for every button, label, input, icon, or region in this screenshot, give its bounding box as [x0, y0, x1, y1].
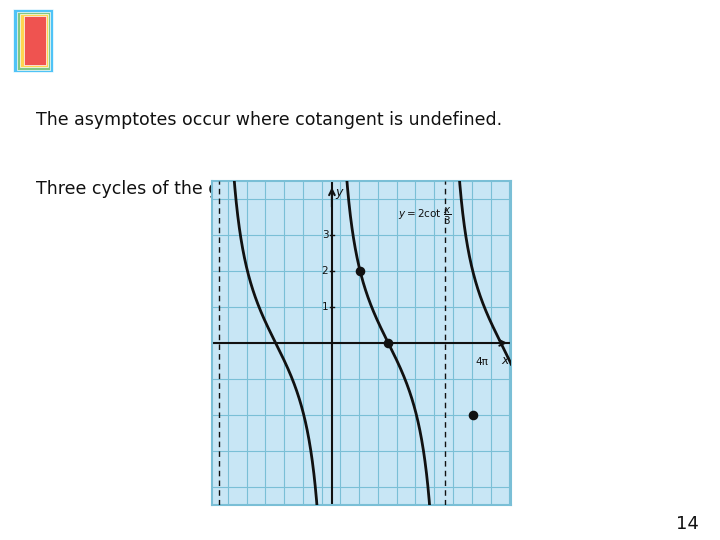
Text: y: y [335, 186, 342, 199]
Text: x: x [502, 354, 509, 367]
FancyBboxPatch shape [24, 16, 46, 65]
Text: 14: 14 [675, 515, 698, 533]
FancyBboxPatch shape [17, 12, 50, 70]
Text: $y = 2\cot\,\dfrac{x}{3}$: $y = 2\cot\,\dfrac{x}{3}$ [397, 206, 451, 227]
Text: 2: 2 [322, 266, 328, 276]
Text: Example 3 –: Example 3 – [76, 21, 310, 54]
Text: 1: 1 [322, 302, 328, 312]
Text: 4π: 4π [476, 357, 489, 367]
FancyBboxPatch shape [20, 14, 48, 68]
Text: The asymptotes occur where cotangent is undefined.: The asymptotes occur where cotangent is … [36, 111, 502, 129]
Point [467, 410, 479, 419]
Text: 3: 3 [322, 230, 328, 240]
Text: cont’d: cont’d [659, 56, 698, 69]
Text: Three cycles of the graph are shown below.: Three cycles of the graph are shown belo… [36, 180, 416, 198]
FancyBboxPatch shape [13, 9, 53, 72]
Text: Solution: Solution [313, 21, 469, 54]
Point [354, 267, 366, 275]
Point [382, 339, 394, 347]
